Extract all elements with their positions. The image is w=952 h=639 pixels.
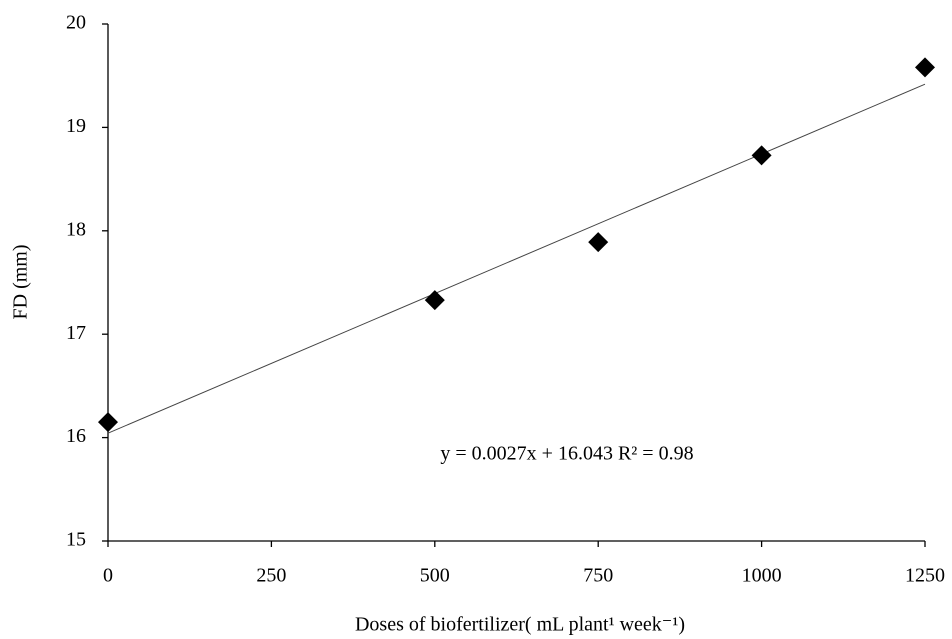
- y-tick-label: 16: [66, 425, 86, 447]
- x-tick-label: 250: [256, 565, 286, 587]
- equation-annotation: y = 0.0027x + 16.043 R² = 0.98: [440, 443, 693, 465]
- x-axis-label: Doses of biofertilizer( mL plant¹ week⁻¹…: [355, 614, 685, 636]
- x-tick-label: 750: [583, 565, 613, 587]
- x-tick-label: 1250: [905, 565, 945, 587]
- y-tick-label: 18: [66, 218, 86, 240]
- y-tick-label: 17: [66, 322, 86, 344]
- data-point: [98, 412, 118, 433]
- data-point: [424, 290, 445, 311]
- x-tick-label: 500: [420, 565, 450, 587]
- y-tick-label: 15: [66, 529, 86, 551]
- x-tick-label: 1000: [742, 565, 782, 587]
- data-point: [751, 145, 772, 166]
- data-point: [915, 57, 935, 78]
- trend-line: [107, 83, 926, 434]
- y-axis-label: FD (mm): [10, 245, 32, 320]
- y-tick-label: 19: [66, 115, 86, 137]
- x-tick-label: 0: [103, 565, 113, 587]
- y-tick-label: 20: [66, 12, 86, 34]
- data-point: [588, 232, 609, 253]
